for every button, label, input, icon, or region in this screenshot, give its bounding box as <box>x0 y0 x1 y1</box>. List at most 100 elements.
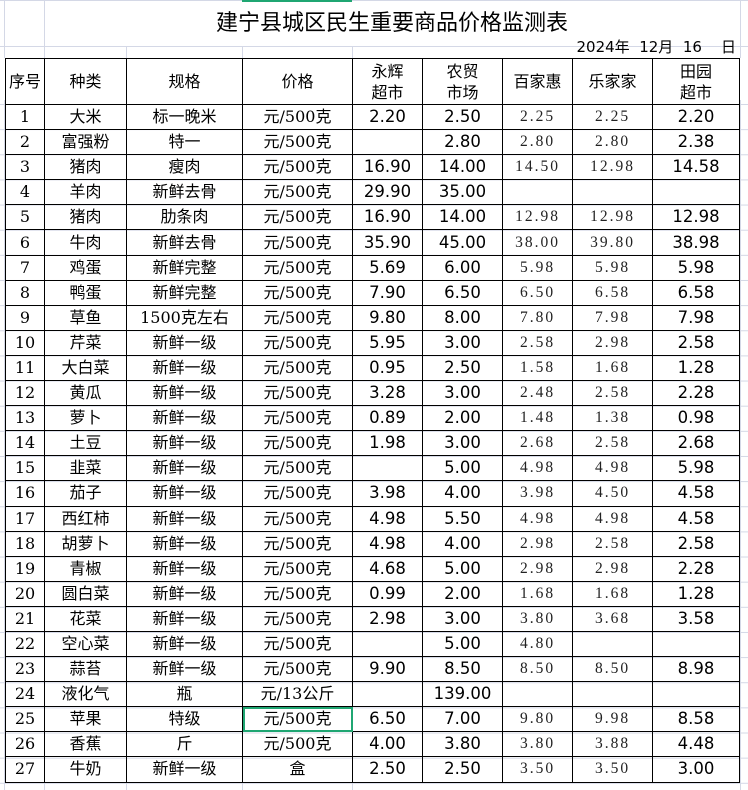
cell-nongmao[interactable]: 3.00 <box>422 430 503 457</box>
cell-yonghui[interactable] <box>352 455 423 482</box>
cell-baijiahui[interactable]: 1.68 <box>502 580 573 607</box>
cell-tianyuan[interactable]: 0.98 <box>652 405 740 432</box>
cell-baijiahui[interactable]: 2.98 <box>502 555 573 582</box>
cell-tianyuan[interactable]: 5.98 <box>652 254 740 281</box>
cell-seq[interactable]: 21 <box>5 605 45 632</box>
cell-tianyuan[interactable]: 38.98 <box>652 229 740 256</box>
cell-tianyuan[interactable]: 1.28 <box>652 354 740 382</box>
cell-spec[interactable]: 新鲜一级 <box>126 354 243 382</box>
cell-nongmao[interactable]: 3.00 <box>422 605 503 632</box>
cell-unit[interactable]: 元/500克 <box>242 480 353 507</box>
cell-seq[interactable]: 15 <box>5 455 45 482</box>
cell-unit[interactable]: 元/500克 <box>242 304 353 331</box>
cell-baijiahui[interactable]: 38.00 <box>502 229 573 256</box>
cell-tianyuan[interactable]: 4.48 <box>652 731 740 758</box>
cell-unit[interactable]: 元/500克 <box>242 204 353 231</box>
cell-lejiajia[interactable]: 4.50 <box>572 480 653 507</box>
cell-baijiahui[interactable]: 8.50 <box>502 656 573 683</box>
cell-nongmao[interactable]: 2.50 <box>422 756 503 783</box>
cell-lejiajia[interactable] <box>572 630 653 658</box>
cell-unit[interactable]: 元/500克 <box>242 103 353 131</box>
cell-seq[interactable]: 13 <box>5 405 45 432</box>
cell-nongmao[interactable]: 3.00 <box>422 380 503 407</box>
cell-baijiahui[interactable]: 6.50 <box>502 279 573 306</box>
cell-unit[interactable]: 元/500克 <box>242 630 353 658</box>
cell-category[interactable]: 大白菜 <box>44 354 127 382</box>
cell-baijiahui[interactable] <box>502 179 573 206</box>
cell-lejiajia[interactable]: 2.58 <box>572 430 653 457</box>
cell-baijiahui[interactable] <box>502 681 573 708</box>
header-seq[interactable]: 序号 <box>5 58 45 105</box>
cell-baijiahui[interactable]: 3.98 <box>502 480 573 507</box>
cell-baijiahui[interactable]: 1.58 <box>502 354 573 382</box>
cell-baijiahui[interactable]: 3.50 <box>502 756 573 783</box>
cell-unit[interactable]: 元/500克 <box>242 179 353 206</box>
cell-baijiahui[interactable]: 14.50 <box>502 154 573 181</box>
cell-tianyuan[interactable]: 8.58 <box>652 706 740 733</box>
cell-nongmao[interactable]: 14.00 <box>422 204 503 231</box>
cell-lejiajia[interactable]: 2.98 <box>572 555 653 582</box>
cell-yonghui[interactable]: 16.90 <box>352 204 423 231</box>
cell-category[interactable]: 蒜苔 <box>44 656 127 683</box>
cell-category[interactable]: 牛肉 <box>44 229 127 256</box>
cell-tianyuan[interactable]: 3.58 <box>652 605 740 632</box>
cell-lejiajia[interactable]: 9.98 <box>572 706 653 733</box>
cell-unit[interactable]: 元/500克 <box>242 580 353 607</box>
cell-spec[interactable]: 瓶 <box>126 681 243 708</box>
header-tianyuan[interactable]: 田园 超市 <box>652 58 740 105</box>
cell-nongmao[interactable]: 5.50 <box>422 505 503 532</box>
cell-spec[interactable]: 1500克左右 <box>126 304 243 331</box>
cell-yonghui[interactable]: 0.89 <box>352 405 423 432</box>
cell-unit[interactable]: 元/500克 <box>242 505 353 532</box>
cell-category[interactable]: 空心菜 <box>44 630 127 658</box>
cell-lejiajia[interactable]: 7.98 <box>572 304 653 331</box>
cell-yonghui[interactable]: 2.98 <box>352 605 423 632</box>
cell-yonghui[interactable]: 6.50 <box>352 706 423 733</box>
cell-lejiajia[interactable] <box>572 179 653 206</box>
cell-baijiahui[interactable]: 4.80 <box>502 630 573 658</box>
cell-unit[interactable]: 元/500克 <box>242 154 353 181</box>
cell-lejiajia[interactable]: 2.98 <box>572 329 653 356</box>
cell-tianyuan[interactable]: 5.98 <box>652 455 740 482</box>
cell-category[interactable]: 西红柿 <box>44 505 127 532</box>
cell-seq[interactable]: 9 <box>5 304 45 331</box>
cell-baijiahui[interactable]: 4.98 <box>502 505 573 532</box>
cell-spec[interactable]: 新鲜完整 <box>126 254 243 281</box>
cell-lejiajia[interactable]: 4.98 <box>572 505 653 532</box>
cell-yonghui[interactable] <box>352 681 423 708</box>
cell-baijiahui[interactable]: 3.80 <box>502 731 573 758</box>
cell-lejiajia[interactable]: 6.58 <box>572 279 653 306</box>
cell-lejiajia[interactable]: 12.98 <box>572 204 653 231</box>
cell-spec[interactable]: 新鲜一级 <box>126 580 243 607</box>
cell-seq[interactable]: 26 <box>5 731 45 758</box>
cell-spec[interactable]: 肋条肉 <box>126 204 243 231</box>
cell-category[interactable]: 韭菜 <box>44 455 127 482</box>
cell-seq[interactable]: 19 <box>5 555 45 582</box>
cell-category[interactable]: 苹果 <box>44 706 127 733</box>
cell-tianyuan[interactable]: 2.28 <box>652 380 740 407</box>
cell-baijiahui[interactable]: 1.48 <box>502 405 573 432</box>
cell-seq[interactable]: 11 <box>5 354 45 382</box>
cell-seq[interactable]: 10 <box>5 329 45 356</box>
cell-spec[interactable]: 新鲜一级 <box>126 329 243 356</box>
cell-lejiajia[interactable]: 1.68 <box>572 580 653 607</box>
cell-lejiajia[interactable]: 2.80 <box>572 129 653 156</box>
cell-nongmao[interactable]: 8.50 <box>422 656 503 683</box>
cell-category[interactable]: 胡萝卜 <box>44 530 127 557</box>
cell-category[interactable]: 羊肉 <box>44 179 127 206</box>
cell-unit[interactable]: 元/500克 <box>242 354 353 382</box>
cell-seq[interactable]: 16 <box>5 480 45 507</box>
cell-lejiajia[interactable]: 3.68 <box>572 605 653 632</box>
cell-seq[interactable]: 18 <box>5 530 45 557</box>
cell-yonghui[interactable]: 0.95 <box>352 354 423 382</box>
cell-seq[interactable]: 24 <box>5 681 45 708</box>
cell-tianyuan[interactable]: 4.58 <box>652 480 740 507</box>
cell-category[interactable]: 富强粉 <box>44 129 127 156</box>
cell-yonghui[interactable]: 7.90 <box>352 279 423 306</box>
cell-category[interactable]: 圆白菜 <box>44 580 127 607</box>
cell-seq[interactable]: 14 <box>5 430 45 457</box>
cell-tianyuan[interactable]: 2.68 <box>652 430 740 457</box>
cell-yonghui[interactable]: 4.98 <box>352 505 423 532</box>
cell-category[interactable]: 黄瓜 <box>44 380 127 407</box>
